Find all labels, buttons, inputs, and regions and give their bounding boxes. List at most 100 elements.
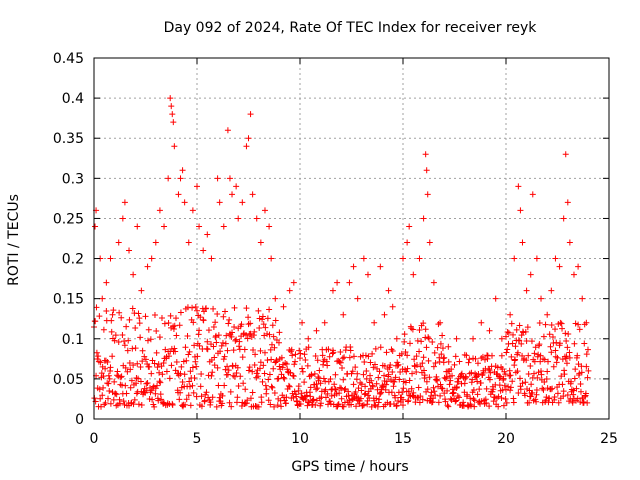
data-point (99, 295, 106, 302)
data-point (327, 398, 334, 405)
data-point (198, 393, 205, 400)
data-point (184, 304, 191, 311)
data-point (144, 379, 151, 386)
data-point (437, 392, 444, 399)
data-point (228, 403, 235, 410)
data-point (156, 369, 163, 376)
data-point (247, 395, 254, 402)
data-point (360, 255, 367, 262)
data-point (266, 223, 273, 230)
data-point (345, 392, 352, 399)
data-point (444, 402, 451, 409)
data-point (270, 333, 277, 340)
data-point (153, 327, 160, 334)
data-point (148, 255, 155, 262)
data-point (519, 239, 526, 246)
data-point (299, 319, 306, 326)
x-tick-label: 25 (600, 431, 618, 447)
data-point (538, 295, 545, 302)
data-point (534, 374, 541, 381)
data-point (425, 334, 432, 341)
data-point (458, 370, 465, 377)
data-point (144, 337, 151, 344)
data-point (438, 351, 445, 358)
data-point (332, 386, 339, 393)
data-point (562, 151, 569, 158)
data-point (100, 326, 107, 333)
data-point (197, 383, 204, 390)
data-point (424, 386, 431, 393)
data-point (102, 399, 109, 406)
data-point (296, 347, 303, 354)
data-points (91, 95, 592, 410)
data-point (235, 215, 242, 222)
data-point (420, 215, 427, 222)
data-point (121, 338, 128, 345)
data-point (132, 325, 139, 332)
data-point (152, 239, 159, 246)
data-point (278, 403, 285, 410)
data-point (238, 321, 245, 328)
data-point (503, 349, 510, 356)
data-point (422, 151, 429, 158)
data-point (311, 370, 318, 377)
data-point (145, 326, 152, 333)
data-point (367, 359, 374, 366)
data-point (218, 342, 225, 349)
data-point (131, 396, 138, 403)
data-point (389, 348, 396, 355)
data-point (322, 386, 329, 393)
data-point (233, 399, 240, 406)
data-point (116, 309, 123, 316)
data-point (583, 351, 590, 358)
data-point (245, 135, 252, 142)
data-point (285, 382, 292, 389)
data-point (200, 317, 207, 324)
data-point (547, 386, 554, 393)
data-point (347, 347, 354, 354)
data-point (161, 223, 168, 230)
data-point (239, 199, 246, 206)
data-point (510, 399, 517, 406)
data-point (472, 355, 479, 362)
y-tick-label: 0.45 (53, 51, 84, 67)
data-point (331, 381, 338, 388)
data-point (340, 376, 347, 383)
data-point (271, 403, 278, 410)
data-point (130, 401, 137, 408)
data-point (138, 401, 145, 408)
data-point (352, 364, 359, 371)
data-point (332, 371, 339, 378)
data-point (197, 314, 204, 321)
data-point (529, 191, 536, 198)
data-point (124, 347, 131, 354)
data-point (363, 375, 370, 382)
data-point (173, 358, 180, 365)
data-point (191, 374, 198, 381)
data-point (214, 175, 221, 182)
data-point (341, 354, 348, 361)
data-point (107, 400, 114, 407)
data-point (158, 363, 165, 370)
data-point (556, 340, 563, 347)
data-point (453, 384, 460, 391)
chart-title: Day 092 of 2024, Rate Of TEC Index for r… (164, 20, 538, 36)
data-point (213, 403, 220, 410)
data-point (204, 338, 211, 345)
data-point (182, 344, 189, 351)
data-point (432, 392, 439, 399)
data-point (106, 387, 113, 394)
data-point (210, 343, 217, 350)
data-point (163, 368, 170, 375)
data-point (144, 263, 151, 270)
data-point (201, 397, 208, 404)
data-point (423, 167, 430, 174)
data-point (340, 403, 347, 410)
x-tick-label: 20 (497, 431, 515, 447)
data-point (171, 345, 178, 352)
data-point (276, 363, 283, 370)
data-point (516, 322, 523, 329)
data-point (549, 334, 556, 341)
data-point (377, 263, 384, 270)
data-point (102, 365, 109, 372)
